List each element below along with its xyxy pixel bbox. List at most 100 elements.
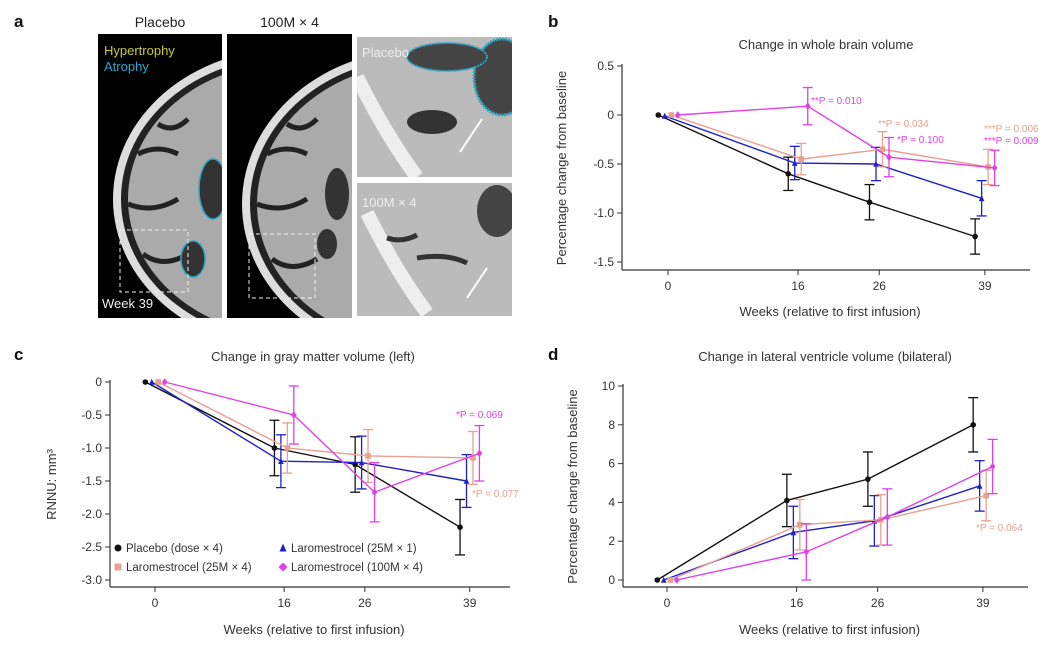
marker-diamond	[886, 153, 892, 161]
legend-atrophy: Atrophy	[104, 59, 149, 74]
marker-diamond	[161, 378, 168, 386]
x-tick-label: 0	[664, 596, 671, 610]
y-tick-label: -3.0	[81, 573, 102, 587]
series-line	[157, 381, 473, 459]
panel-label-b: b	[548, 12, 559, 31]
p-value-annotation: **P = 0.010	[811, 96, 862, 107]
x-tick-label: 26	[358, 596, 372, 610]
series-2	[155, 379, 478, 485]
y-tick-label: -1.0	[81, 441, 102, 455]
marker-triangle	[463, 477, 470, 484]
y-tick-label: 2	[608, 534, 615, 548]
x-axis-label: Weeks (relative to first infusion)	[739, 622, 920, 637]
marker-circle	[784, 497, 790, 504]
series-line	[151, 381, 467, 482]
brain-scan-placebo	[113, 60, 222, 318]
x-tick-label: 39	[463, 596, 477, 610]
legend-marker-square	[114, 563, 122, 571]
x-tick-label: 0	[152, 596, 159, 610]
y-axis-label: Percentage change from baseline	[565, 389, 580, 583]
legend-marker-diamond	[278, 562, 288, 572]
legend-item: Laromestrocel (25M × 4)	[114, 562, 252, 574]
marker-diamond	[371, 488, 378, 497]
marker-square	[470, 455, 476, 461]
marker-square	[879, 146, 886, 153]
panel-label-c: c	[14, 345, 24, 364]
marker-triangle	[661, 112, 668, 119]
zoom-image-100m: 100M × 4	[357, 183, 512, 316]
marker-diamond	[884, 513, 891, 521]
legend-label: Laromestrocel (100M × 4)	[291, 562, 423, 574]
x-tick-label: 26	[873, 279, 887, 293]
series-line	[676, 465, 993, 581]
panel-label-a: a	[14, 12, 24, 31]
image-title-placebo: Placebo	[134, 14, 186, 30]
series-line	[671, 114, 989, 168]
series-line	[677, 105, 995, 169]
legend-item: Laromestrocel (25M × 1)	[279, 543, 417, 555]
chart-title: Change in lateral ventricle volume (bila…	[698, 349, 952, 364]
p-value-annotation: **P = 0.034	[878, 119, 929, 130]
marker-triangle	[791, 159, 798, 166]
marker-triangle	[358, 459, 365, 466]
y-tick-label: 0	[95, 375, 102, 389]
image-title-100m: 100M × 4	[260, 14, 319, 30]
p-value-annotation: *P = 0.069	[456, 410, 503, 421]
series-line	[656, 424, 974, 581]
zoom-label-placebo: Placebo	[362, 45, 409, 60]
x-tick-label: 16	[277, 596, 291, 610]
chart-b: Change in whole brain volume 0.5 0 -0.5 -1.0…	[554, 37, 1039, 319]
series-line	[144, 381, 461, 528]
marker-diamond	[476, 449, 483, 458]
series-line	[657, 114, 976, 238]
series-3	[161, 378, 485, 523]
marker-diamond	[291, 411, 297, 419]
legend-label: Placebo (dose × 4)	[126, 543, 223, 555]
legend: Placebo (dose × 4) Laromestrocel (25M × 1…	[114, 543, 423, 574]
x-tick-label: 16	[790, 596, 804, 610]
x-tick-label: 39	[978, 279, 992, 293]
week-label: Week 39	[102, 296, 154, 311]
mri-image-placebo: Hypertrophy Atrophy Week 39	[98, 34, 222, 318]
legend-hypertrophy: Hypertrophy	[104, 43, 175, 58]
zoom-label-100m: 100M × 4	[362, 195, 417, 210]
marker-diamond	[989, 462, 996, 471]
marker-square	[797, 521, 803, 528]
series-1	[660, 460, 985, 583]
x-tick-label: 26	[871, 596, 885, 610]
marker-diamond	[803, 548, 810, 556]
series-line	[164, 381, 480, 494]
series-2	[667, 469, 992, 583]
marker-triangle	[278, 457, 284, 464]
series-line	[664, 115, 982, 199]
y-tick-label: -2.5	[81, 540, 102, 554]
marker-circle	[865, 476, 871, 482]
y-axis-label: RNNU: mm³	[44, 448, 59, 519]
p-value-annotation: *P = 0.064	[976, 523, 1023, 534]
marker-triangle	[790, 529, 797, 536]
marker-square	[284, 445, 291, 451]
marker-circle	[655, 112, 662, 118]
series-2	[668, 112, 994, 186]
marker-diamond	[673, 576, 680, 584]
y-tick-label: -1.5	[593, 255, 614, 269]
y-tick-label: -1.5	[81, 474, 102, 488]
series-0	[654, 396, 979, 583]
y-tick-label: 8	[608, 418, 615, 432]
marker-square	[983, 492, 989, 499]
panel-label-d: d	[548, 345, 559, 364]
legend-marker-triangle	[279, 543, 287, 552]
legend-item: Laromestrocel (100M × 4)	[278, 562, 423, 574]
marker-square	[668, 112, 675, 118]
marker-square	[667, 577, 674, 583]
marker-circle	[457, 524, 463, 530]
series-line	[669, 494, 987, 581]
x-tick-label: 16	[791, 279, 805, 293]
chart-title: Change in gray matter volume (left)	[211, 349, 415, 364]
series-line	[663, 485, 980, 581]
marker-diamond	[991, 164, 998, 172]
p-value-annotation: ***P = 0.006	[984, 124, 1039, 135]
marker-circle	[654, 577, 661, 583]
marker-triangle	[978, 195, 985, 202]
